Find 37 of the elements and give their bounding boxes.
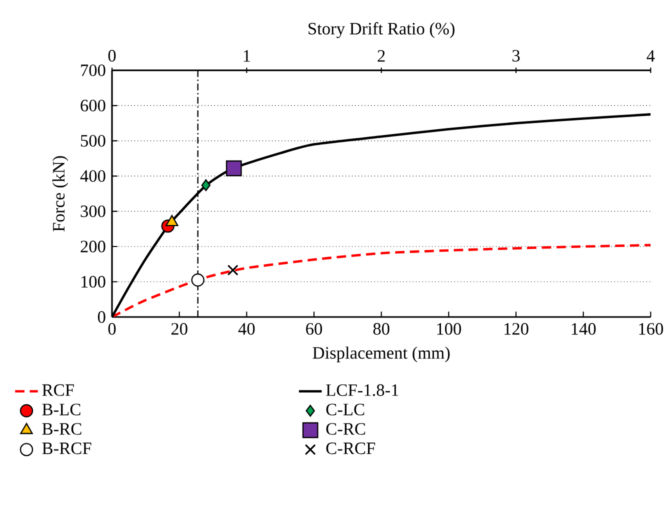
y-axis-title: Force (kN) [52, 156, 68, 232]
x2-tick-label: 2 [378, 50, 385, 62]
y-tick-label: 300 [80, 205, 106, 218]
x2-tick-label: 4 [646, 50, 655, 62]
point [226, 160, 242, 176]
legend-label: C-RCF [326, 442, 376, 454]
point [191, 273, 204, 287]
x2-tick-label: 1 [244, 50, 250, 62]
x-axis-title: Displacement (mm) [312, 346, 450, 362]
legend-label: C-RC [326, 423, 366, 435]
legend-label: RCF [42, 384, 74, 396]
y-tick-label: 600 [80, 100, 106, 112]
x2-axis-title: Story Drift Ratio (%) [308, 22, 454, 38]
point [227, 264, 238, 276]
x-tick-label: 100 [437, 323, 462, 335]
x-tick-label: 60 [306, 323, 322, 335]
y-tick-label: 100 [81, 276, 106, 288]
legend-label: B-RC [42, 423, 82, 435]
x-tick-label: 0 [108, 323, 116, 335]
x-tick-label: 80 [373, 323, 390, 335]
legend-label: C-LC [326, 404, 364, 416]
x2-tick-label: 3 [512, 50, 520, 62]
x2-tick-label: 0 [108, 50, 116, 62]
legend-label: B-LC [42, 404, 80, 416]
point [201, 179, 211, 192]
x-tick-label: 20 [171, 323, 188, 335]
y-tick-label: 500 [80, 134, 106, 147]
x-tick-label: 160 [639, 323, 664, 335]
x-tick-label: 40 [238, 323, 255, 335]
legend-label: B-RCF [42, 442, 92, 454]
legend-label: LCF-1.8-1 [326, 384, 398, 396]
y-tick-label: 200 [80, 240, 106, 252]
x-tick-label: 120 [504, 323, 528, 335]
y-tick-label: 400 [80, 170, 106, 182]
y-tick-label: 700 [81, 64, 106, 76]
y-tick-label: 0 [98, 311, 106, 323]
x-tick-label: 140 [572, 323, 596, 335]
